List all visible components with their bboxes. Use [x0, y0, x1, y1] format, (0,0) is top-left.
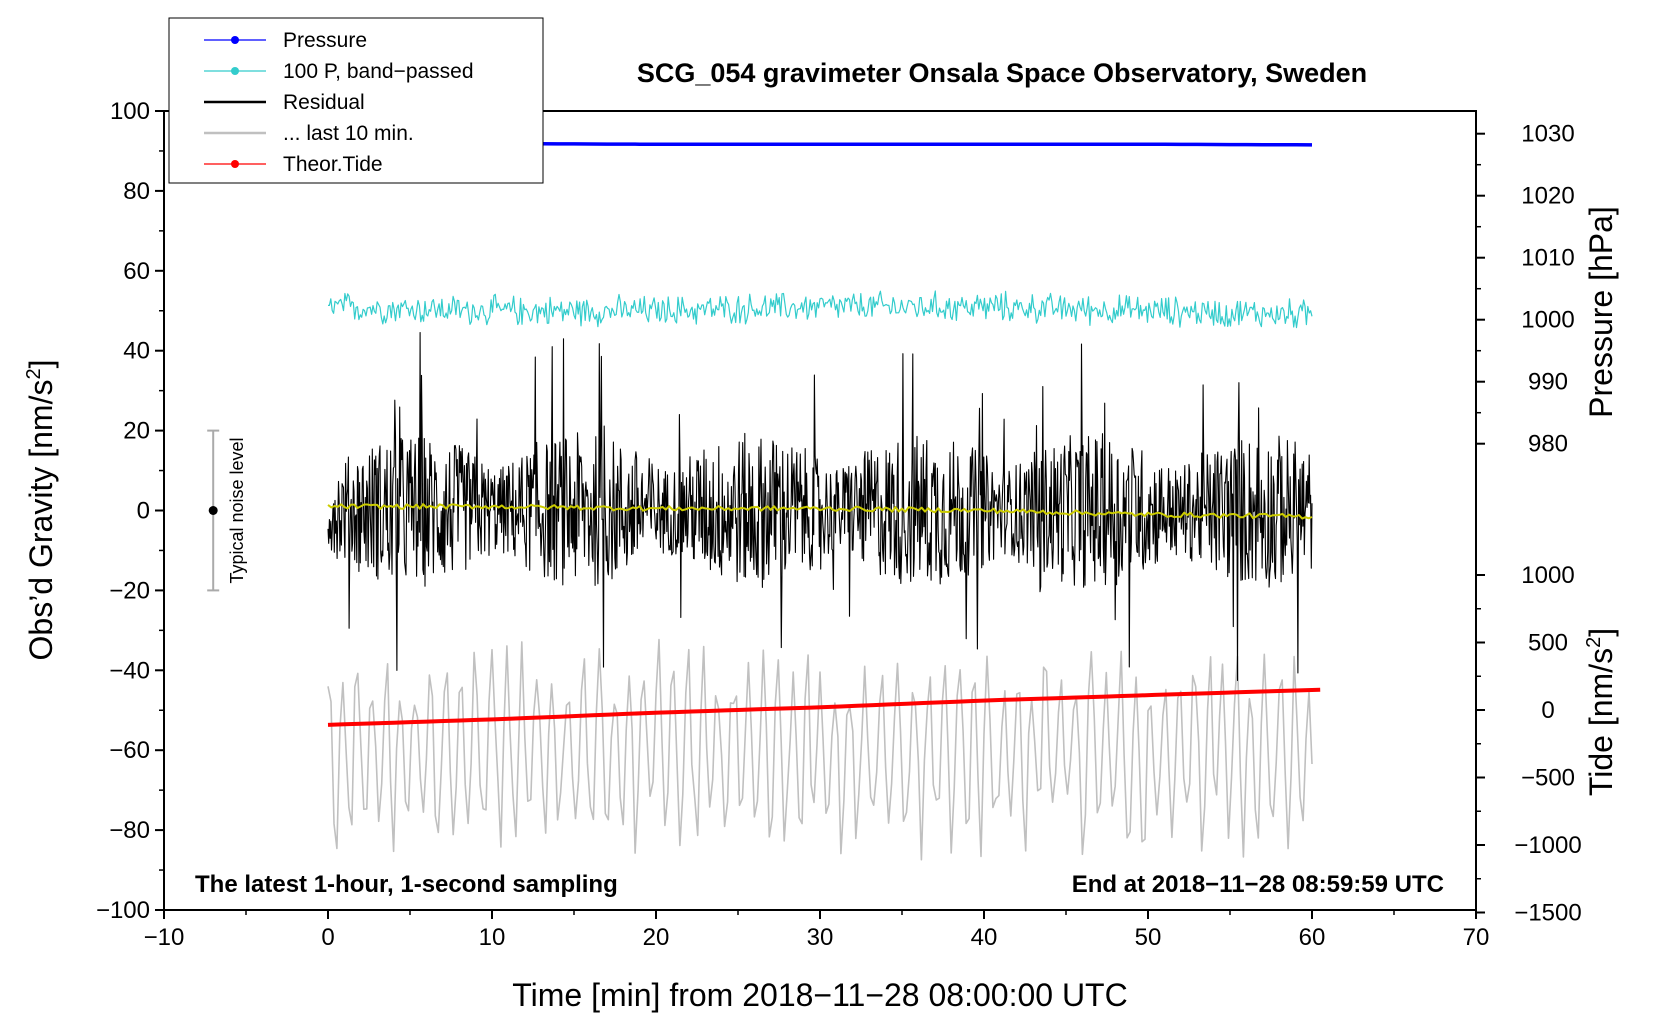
series-last-10-min	[327, 638, 1313, 861]
y-tick-label: 40	[123, 338, 150, 365]
legend-label: ... last 10 min.	[283, 122, 414, 145]
legend-marker	[231, 67, 239, 75]
legend-label: Residual	[283, 91, 365, 114]
legend-marker	[231, 160, 239, 168]
y-tick-label: −40	[109, 657, 150, 684]
legend: Pressure 100 P, band−passed Residual ... la…	[168, 17, 544, 184]
tide-axis-title-main: Tide [nm/s	[1583, 648, 1619, 796]
noise-marker: Typical noise level	[207, 429, 247, 592]
pressure-tick-label: 1030	[1521, 121, 1574, 148]
y-tick-label: 80	[123, 178, 150, 205]
noise-dot	[208, 506, 218, 515]
x-tick-label: 60	[1299, 924, 1326, 951]
x-tick-label: 10	[479, 924, 506, 951]
legend-label: 100 P, band−passed	[283, 60, 474, 83]
legend-marker	[231, 36, 239, 44]
series-100-p-band-passed	[328, 290, 1313, 329]
tide-tick-label: −1500	[1514, 900, 1581, 927]
pressure-tick-label: 1000	[1521, 307, 1574, 334]
pressure-tick-label: 990	[1528, 369, 1568, 396]
series-theor-tide	[327, 687, 1321, 727]
y-axis-title-sup: 2	[23, 368, 45, 379]
x-tick-label: 40	[971, 924, 998, 951]
tide-tick-label: 500	[1528, 630, 1568, 657]
series-residual-smoothed	[327, 503, 1313, 520]
x-tick-label: 20	[643, 924, 670, 951]
legend-items: Pressure 100 P, band−passed Residual ... la…	[204, 29, 474, 176]
pressure-tick-label: 1020	[1521, 183, 1574, 210]
y-axis-title-end: ]	[23, 360, 59, 369]
tide-tick-label: 0	[1541, 697, 1554, 724]
tide-tick-label: −1000	[1514, 832, 1581, 859]
axes-layer: −10 0 10 20 30 40 50 60 70100806040200−20−40−60−…	[96, 98, 1582, 951]
y-tick-label: 0	[137, 498, 150, 525]
annotation-left: The latest 1-hour, 1-second sampling	[195, 871, 618, 898]
y-tick-label: −100	[96, 897, 150, 924]
series-layer	[327, 141, 1321, 861]
chart-title: SCG_054 gravimeter Onsala Space Observat…	[637, 58, 1367, 88]
series-residual	[327, 332, 1313, 682]
y-axis-title: Obs’d Gravity [nm/s2]	[23, 360, 59, 661]
legend-label: Pressure	[283, 29, 367, 52]
y-tick-label: 20	[123, 418, 150, 445]
x-axis-title: Time [min] from 2018−11−28 08:00:00 UTC	[512, 977, 1127, 1013]
y-tick-label: −20	[109, 577, 150, 604]
y-tick-label: 100	[110, 98, 150, 125]
y-axis-title-main: Obs’d Gravity [nm/s	[23, 380, 59, 661]
annotation-right: End at 2018−11−28 08:59:59 UTC	[1072, 871, 1444, 898]
y-tick-label: 60	[123, 258, 150, 285]
x-tick-label: 50	[1135, 924, 1162, 951]
tide-tick-label: −500	[1521, 765, 1575, 792]
tide-axis-title-end: ]	[1583, 628, 1619, 637]
tide-tick-label: 1000	[1521, 562, 1574, 589]
y-tick-label: −80	[109, 817, 150, 844]
x-tick-label: 30	[807, 924, 834, 951]
noise-label: Typical noise level	[227, 437, 247, 583]
pressure-axis-title: Pressure [hPa]	[1583, 206, 1619, 418]
y-tick-label: −60	[109, 737, 150, 764]
legend-box	[168, 17, 544, 184]
pressure-tick-label: 980	[1528, 431, 1568, 458]
x-tick-label: 0	[321, 924, 334, 951]
pressure-tick-label: 1010	[1521, 245, 1574, 272]
tide-axis-title-sup: 2	[1583, 637, 1605, 648]
legend-label: Theor.Tide	[283, 153, 383, 176]
x-tick-label: 70	[1463, 924, 1490, 951]
x-tick-label: −10	[144, 924, 185, 951]
tide-axis-title: Tide [nm/s2]	[1583, 628, 1619, 796]
